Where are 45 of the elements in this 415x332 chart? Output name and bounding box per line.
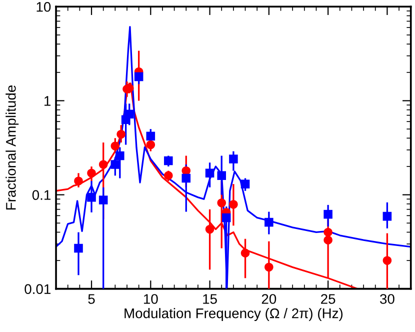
x-tick-label: 5 bbox=[88, 294, 95, 304]
y-tick-label: 0.01 bbox=[24, 284, 50, 294]
point bbox=[264, 262, 274, 272]
point bbox=[116, 130, 126, 139]
y-tick-label: 10 bbox=[36, 2, 51, 12]
point bbox=[264, 218, 274, 227]
point bbox=[240, 248, 250, 258]
point bbox=[240, 180, 250, 188]
point bbox=[324, 236, 332, 244]
x-tick-label: 15 bbox=[203, 294, 217, 304]
x-tick-label: 20 bbox=[262, 294, 276, 304]
point bbox=[110, 142, 120, 150]
point bbox=[324, 210, 332, 219]
point bbox=[116, 151, 124, 160]
point bbox=[110, 160, 120, 169]
point bbox=[382, 212, 392, 221]
point bbox=[205, 224, 214, 234]
point bbox=[164, 171, 173, 180]
x-tick-label: 10 bbox=[144, 294, 158, 304]
x-tick-label: 30 bbox=[380, 294, 394, 304]
point bbox=[74, 244, 83, 253]
y-tick-label: 1 bbox=[44, 96, 50, 106]
point bbox=[146, 140, 156, 150]
x-tick-label: 25 bbox=[321, 294, 336, 304]
point bbox=[229, 200, 238, 209]
point bbox=[182, 174, 191, 183]
point bbox=[134, 72, 144, 82]
point bbox=[217, 198, 226, 208]
point bbox=[87, 192, 96, 202]
point bbox=[324, 228, 332, 237]
x-axis-title: Modulation Frequency (Ω / 2π) (Hz) bbox=[124, 308, 343, 321]
point bbox=[164, 156, 173, 166]
point bbox=[74, 176, 83, 186]
point bbox=[87, 168, 96, 178]
point bbox=[98, 160, 108, 169]
point bbox=[146, 132, 156, 141]
point bbox=[98, 196, 108, 204]
line-series bbox=[56, 82, 358, 289]
point bbox=[229, 154, 238, 164]
y-tick-label: 0.1 bbox=[32, 190, 50, 200]
point bbox=[205, 168, 214, 178]
point bbox=[222, 213, 231, 222]
point bbox=[217, 171, 226, 180]
point bbox=[382, 256, 392, 265]
y-axis-title: Fractional Amplitude bbox=[6, 85, 19, 210]
